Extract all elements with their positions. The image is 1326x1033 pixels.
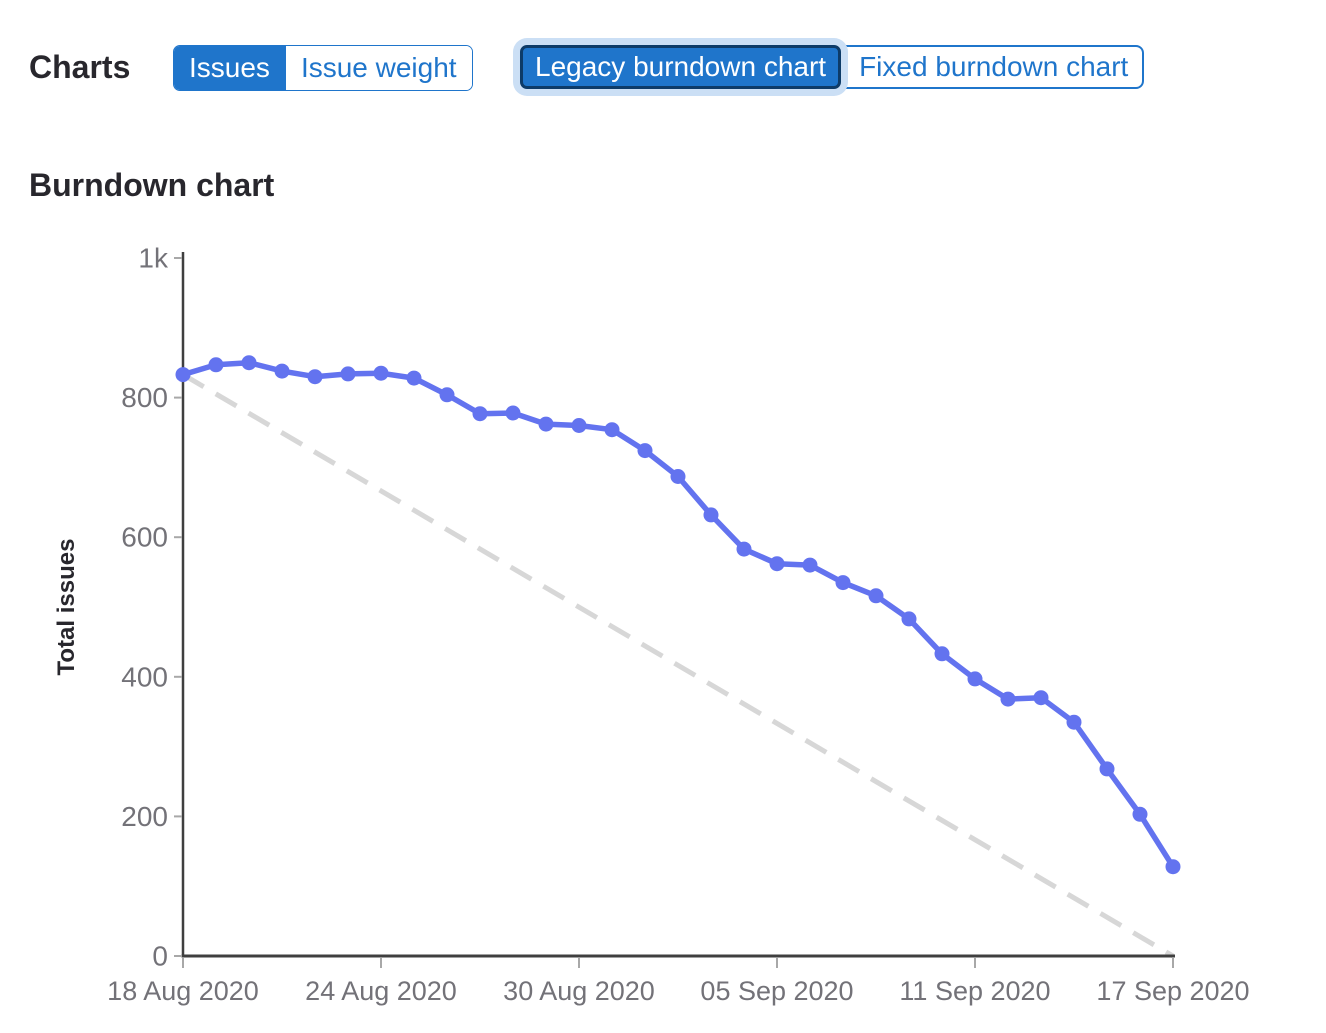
issue-weight-toggle-button[interactable]: Issue weight	[284, 46, 472, 90]
data-point[interactable]	[175, 367, 191, 383]
data-point[interactable]	[472, 406, 488, 422]
data-point[interactable]	[1099, 761, 1115, 777]
charts-section-label: Charts	[29, 48, 131, 85]
burndown-chart-canvas: 0 200 400 600 800 1k 18 Aug 2020 24 Aug 2020 30 …	[53, 243, 1250, 1007]
chart-type-toggle-group: Legacy burndown chart Fixed burndown cha…	[520, 45, 1145, 89]
data-point[interactable]	[1066, 714, 1082, 730]
x-axis-tick-label: 24 Aug 2020	[305, 976, 457, 1006]
data-point[interactable]	[274, 363, 290, 379]
legacy-burndown-chart-button[interactable]: Legacy burndown chart	[520, 45, 842, 89]
data-point[interactable]	[406, 370, 422, 386]
guideline-dashed	[181, 372, 1175, 959]
data-point[interactable]	[307, 369, 323, 385]
data-point[interactable]	[1132, 806, 1148, 822]
data-point[interactable]	[1000, 691, 1016, 707]
data-point[interactable]	[538, 416, 554, 432]
y-axis-tick-label: 800	[121, 382, 168, 413]
y-axis-tick-label: 200	[121, 801, 168, 832]
data-point[interactable]	[373, 365, 389, 381]
data-point[interactable]	[670, 469, 686, 484]
data-point[interactable]	[736, 541, 752, 557]
y-axis-tick-label: 400	[121, 661, 168, 692]
page-title: Burndown chart	[29, 167, 275, 203]
data-point[interactable]	[241, 355, 257, 371]
x-axis-tick-label: 30 Aug 2020	[503, 976, 655, 1006]
data-point[interactable]	[769, 556, 785, 572]
x-axis-tick-label: 05 Sep 2020	[700, 976, 853, 1006]
data-point[interactable]	[1165, 859, 1181, 875]
data-point[interactable]	[934, 646, 950, 662]
data-point[interactable]	[868, 588, 884, 604]
y-axis-tick-label: 1k	[138, 243, 169, 274]
metric-toggle-group: Issues Issue weight	[173, 45, 473, 91]
data-point[interactable]	[439, 387, 455, 403]
data-point[interactable]	[901, 611, 917, 627]
issues-toggle-button[interactable]: Issues	[174, 46, 285, 90]
y-axis-tick-label: 0	[152, 941, 168, 972]
data-point[interactable]	[835, 575, 851, 591]
burndown-line	[180, 359, 1176, 870]
x-axis-tick-label: 17 Sep 2020	[1096, 976, 1249, 1006]
burndown-chart: 0 200 400 600 800 1k 18 Aug 2020 24 Aug 2020 30 …	[0, 230, 1326, 1028]
data-point[interactable]	[967, 671, 983, 687]
data-point[interactable]	[703, 507, 719, 523]
x-axis-tick-label: 18 Aug 2020	[107, 976, 259, 1006]
data-point[interactable]	[637, 443, 653, 459]
data-point[interactable]	[604, 422, 620, 438]
y-axis-tick-label: 600	[121, 522, 168, 553]
data-point[interactable]	[340, 366, 356, 382]
x-axis-tick-label: 11 Sep 2020	[899, 976, 1050, 1006]
data-point[interactable]	[1033, 690, 1049, 706]
data-point[interactable]	[505, 405, 521, 421]
y-axis-title: Total issues	[53, 539, 80, 676]
fixed-burndown-chart-button[interactable]: Fixed burndown chart	[845, 45, 1145, 89]
data-point[interactable]	[571, 418, 587, 433]
data-point[interactable]	[802, 557, 818, 573]
data-point[interactable]	[208, 357, 224, 373]
